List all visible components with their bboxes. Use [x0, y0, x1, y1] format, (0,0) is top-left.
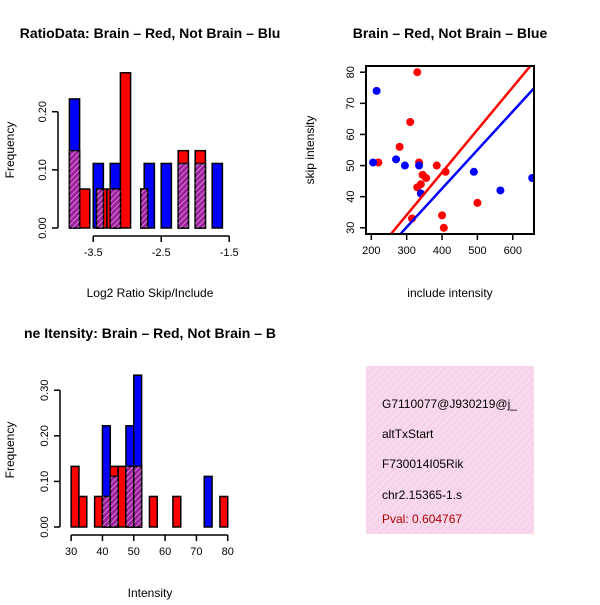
scatter-axes: 200 300 400 500 600 30 40 50 60 70 80 [345, 66, 522, 257]
intensity-red-bar-1 [78, 495, 88, 528]
hist-ratio-axes: -3.5 -2.5 -1.5 0.00 0.10 0.20 [37, 101, 239, 259]
ratio-overlap-hatch-1 [96, 189, 104, 228]
hist-ratio-xlabel: Log2 Ratio Skip/Include [87, 286, 214, 300]
scatter-title: Brain – Red, Not Brain – Blue [353, 25, 548, 41]
ratio-blue-bar-4 [160, 162, 173, 229]
hist-ratio-panel: RatioData: Brain – Red, Not Brain – Blu … [3, 25, 280, 300]
scatter-red-point-9 [422, 174, 431, 182]
hist-intensity-ylabel: Frequency [3, 422, 17, 479]
scatter-blue-point-8 [528, 174, 534, 182]
intensity-red-bar-2 [93, 495, 104, 528]
intensity-red-bar-9 [172, 495, 182, 528]
scatter-y-tick-label-4: 70 [345, 97, 357, 109]
scatter-blue-point-3 [400, 161, 409, 170]
intensity-x-tick-label-4: 70 [190, 546, 202, 558]
scatter-red-point-11 [438, 211, 447, 220]
scatter-red-point-10 [432, 161, 441, 170]
info-panel: G7110077@J930219@j_ altTxStart F730014I0… [366, 366, 534, 534]
hist-intensity-xlabel: Intensity [128, 586, 173, 600]
scatter-red-point-2 [406, 118, 415, 126]
scatter-blue-point-0 [369, 158, 378, 167]
hist-intensity-title: ne Itensity: Brain – Red, Not Brain – B [24, 325, 276, 341]
ratio-x-tick-label-1: -2.5 [152, 247, 171, 259]
scatter-y-tick-label-5: 80 [345, 66, 357, 78]
scatter-x-tick-label-2: 400 [433, 245, 451, 257]
hist-ratio-bars [68, 71, 224, 229]
scatter-xlabel: include intensity [407, 286, 492, 300]
scatter-x-tick-label-3: 500 [468, 245, 486, 257]
intensity-y-tick-label-2: 0.20 [39, 425, 51, 446]
scatter-x-tick-label-1: 300 [397, 245, 415, 257]
info-panel-hatch [366, 366, 534, 534]
ratio-overlap-hatch-2 [110, 189, 121, 228]
ratio-overlap-hatch-0 [69, 150, 80, 228]
intensity-red-bar-8 [148, 495, 159, 528]
intensity-x-tick-label-3: 60 [159, 546, 171, 558]
scatter-ylabel: skip intensity [303, 116, 317, 185]
info-location: chr2.15365-1.s [382, 488, 462, 502]
intensity-red-bar-5 [117, 465, 127, 528]
scatter-y-tick-label-0: 30 [345, 222, 357, 234]
intensity-y-tick-label-3: 0.30 [39, 380, 51, 401]
intensity-x-tick-label-2: 50 [128, 546, 140, 558]
intensity-overlap-hatch-0 [102, 496, 111, 527]
scatter-y-tick-label-1: 40 [345, 191, 357, 203]
hist-intensity-axes: 30 40 50 60 70 80 0.00 0.10 0.20 0.30 [39, 380, 234, 558]
ratio-y-tick-label-0: 0.00 [37, 217, 49, 238]
info-event-type: altTxStart [382, 427, 434, 441]
intensity-overlap-hatch-2 [125, 466, 134, 527]
intensity-x-tick-label-1: 40 [96, 546, 108, 558]
scatter-red-point-14 [473, 198, 482, 207]
scatter-inner [369, 66, 534, 234]
intensity-y-tick-label-0: 0.00 [39, 516, 51, 537]
ratio-overlap-hatch-5 [195, 163, 206, 228]
intensity-x-tick-label-0: 30 [65, 546, 77, 558]
hist-ratio-ylabel: Frequency [3, 122, 17, 179]
scatter-panel: Brain – Red, Not Brain – Blue 200 300 400 5… [303, 25, 547, 300]
ratio-overlap-hatch-4 [178, 163, 189, 228]
intensity-red-bar-10 [219, 495, 229, 528]
scatter-frame [365, 65, 535, 235]
ratio-red-bar-0 [78, 188, 91, 229]
ratio-blue-bar-7 [211, 162, 224, 229]
scatter-blue-point-2 [392, 155, 401, 164]
ratio-x-tick-label-2: -1.5 [220, 247, 239, 259]
ratio-y-tick-label-2: 0.20 [37, 101, 49, 122]
scatter-blue-point-7 [496, 186, 505, 195]
ratio-y-tick-label-1: 0.10 [37, 159, 49, 180]
intensity-x-tick-label-5: 80 [222, 546, 234, 558]
scatter-blue-point-1 [372, 86, 381, 95]
ratio-red-bar-4 [119, 71, 132, 229]
scatter-x-tick-label-4: 600 [504, 245, 522, 257]
ratio-x-tick-label-0: -3.5 [84, 247, 103, 259]
info-probe-id: G7110077@J930219@j_ [382, 397, 517, 411]
intensity-blue-bar-4 [203, 475, 213, 528]
scatter-red-point-7 [416, 180, 425, 189]
ratio-overlap-hatch-3 [140, 189, 148, 228]
scatter-red-point-12 [439, 223, 448, 232]
hist-ratio-title: RatioData: Brain – Red, Not Brain – Blu [20, 25, 281, 41]
scatter-red-point-1 [395, 142, 404, 151]
hist-intensity-bars [70, 374, 229, 528]
intensity-overlap-hatch-3 [133, 466, 142, 527]
scatter-blue-point-4 [415, 161, 424, 170]
intensity-overlap-hatch-1 [110, 476, 119, 527]
scatter-red-fit-line [389, 66, 532, 234]
scatter-blue-fit-line [398, 87, 534, 234]
scatter-red-point-4 [413, 68, 422, 77]
scatter-y-tick-label-3: 60 [345, 128, 357, 140]
scatter-y-tick-label-2: 50 [345, 159, 357, 171]
scatter-x-tick-label-0: 200 [362, 245, 380, 257]
scatter-blue-point-6 [469, 167, 478, 176]
scatter-plot [365, 65, 535, 235]
info-pvalue: Pval: 0.604767 [382, 512, 462, 526]
intensity-y-tick-label-1: 0.10 [39, 471, 51, 492]
info-gene-name: F730014I05Rik [382, 457, 464, 471]
hist-intensity-panel: ne Itensity: Brain – Red, Not Brain – B … [3, 325, 276, 600]
intensity-red-bar-0 [70, 465, 80, 528]
